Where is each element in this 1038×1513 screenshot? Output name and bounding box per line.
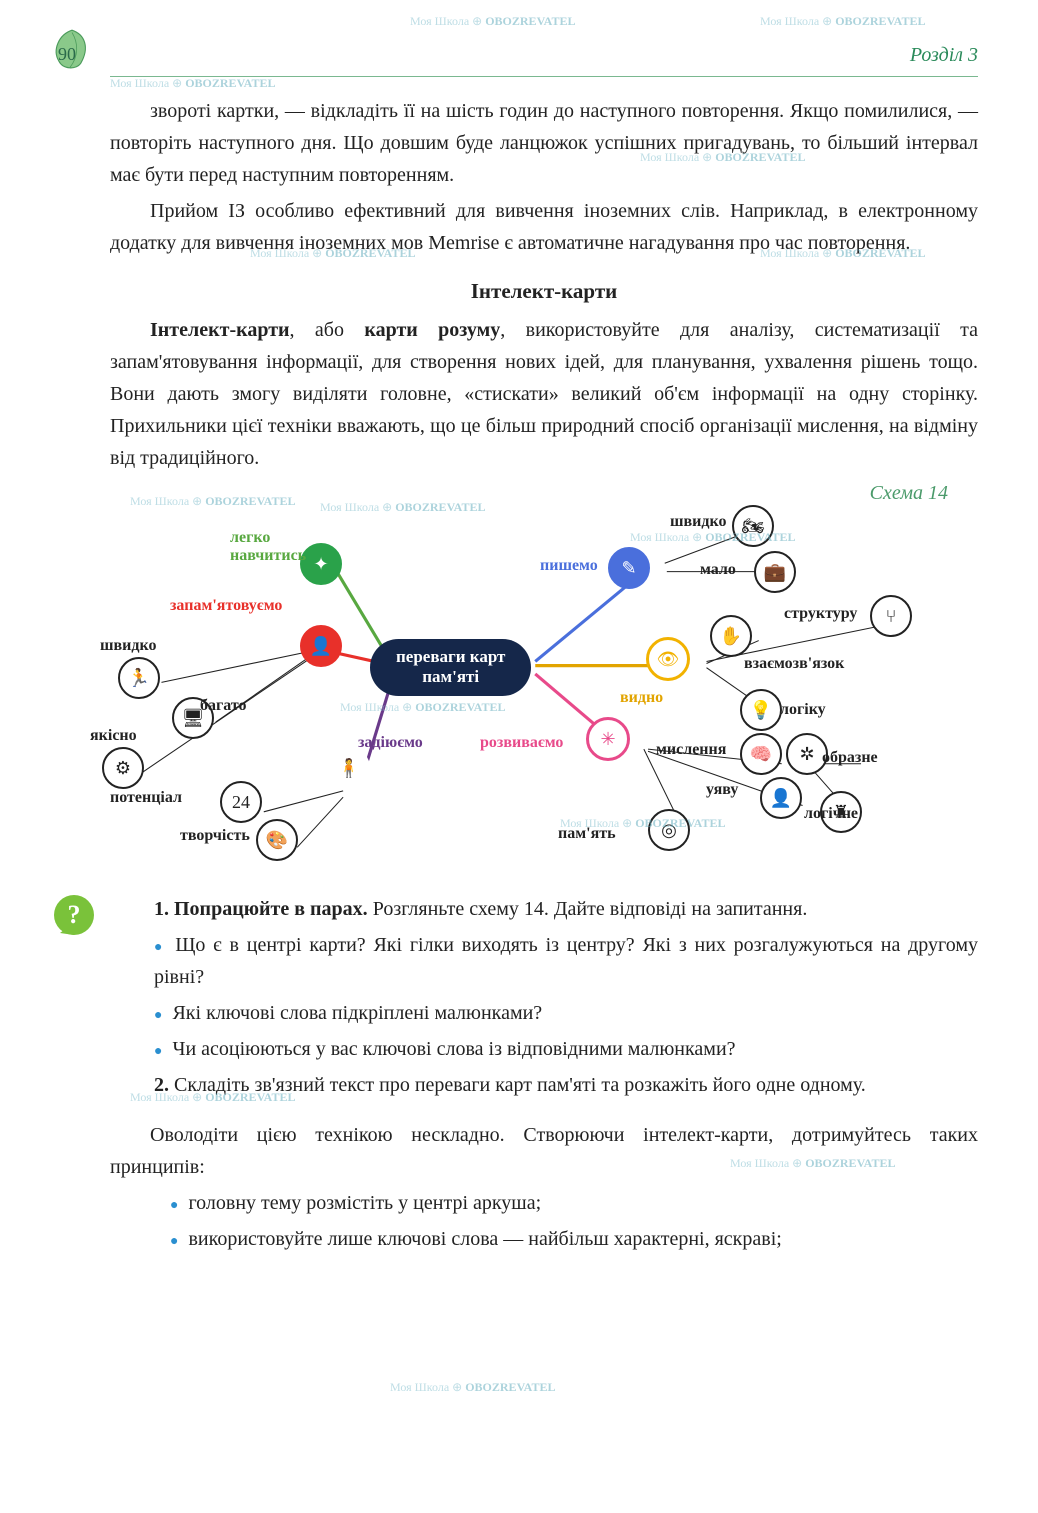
p3-bold-2: карти розуму — [364, 319, 500, 341]
footer-bullet-1: головну тему розмістіть у центрі аркуша; — [194, 1187, 978, 1219]
mm-node-easy_learn: легконавчитись — [230, 529, 306, 565]
mm-icon-bike: 🏍 — [732, 505, 774, 547]
tasks-block: ? 1. Попрацюйте в парах. Розгляньте схем… — [110, 893, 978, 1101]
footer-bullet-2: використовуйте лише ключові слова — найб… — [194, 1223, 978, 1255]
mm-node-creativity: творчість — [180, 827, 250, 845]
mm-node-many: багато — [200, 697, 247, 715]
mm-icon-flower: ✳ — [586, 717, 630, 761]
mm-icon-time: 24 — [220, 781, 262, 823]
scheme-label: Схема 14 — [110, 482, 948, 505]
task-bullet-3: Чи асоціюються у вас ключові слова із ві… — [154, 1033, 978, 1065]
paragraph-3: Інтелект-карти, або карти розуму, викори… — [110, 314, 978, 474]
mm-node-visible: видно — [620, 689, 663, 707]
task-1: 1. Попрацюйте в парах. Розгляньте схему … — [110, 893, 978, 925]
svg-text:?: ? — [68, 900, 81, 929]
mm-node-figurative: образне — [822, 749, 878, 767]
mindmap-diagram: 📈✦👤🏃🖥⚙🧍24🎨✳✎🏍💼👁⑂✋💡◎🧠✲👤♜ переваги картпам… — [80, 509, 978, 879]
mm-node-fast_r: швидко — [670, 513, 726, 531]
mm-node-thinking: мислення — [656, 741, 726, 759]
page: 90 Розділ 3 звороті картки, — відкладіть… — [0, 0, 1038, 1319]
mm-icon-brain: 🧠 — [740, 733, 782, 775]
mm-node-memory: пам'ять — [558, 825, 616, 843]
mm-icon-bag: 💼 — [754, 551, 796, 593]
mm-icon-pencil: ✎ — [608, 547, 650, 589]
footer-bullets: головну тему розмістіть у центрі аркуша;… — [110, 1187, 978, 1255]
mm-node-logic: логіку — [780, 701, 826, 719]
p3-bold-1: Інтелект-карти — [150, 319, 290, 341]
watermark: Моя Школа ⊕ OBOZREVATEL — [410, 14, 575, 29]
paragraph-1: звороті картки, — відкладіть її на шість… — [110, 95, 978, 191]
section-title: Інтелект-карти — [110, 279, 978, 304]
mm-node-little: мало — [700, 561, 736, 579]
mm-node-logical: логічне — [804, 805, 858, 823]
mm-icon-green: ✦ — [300, 543, 342, 585]
question-icon: ? — [50, 893, 98, 946]
mm-node-develop: розвиваємо — [480, 734, 563, 752]
mm-icon-gear_l: ⚙ — [102, 747, 144, 789]
header-rule — [110, 76, 978, 77]
mm-node-structure: структуру — [784, 605, 857, 623]
mm-icon-person: 🧍 — [328, 747, 370, 789]
paragraph-2: Прийом ІЗ особливо ефективний для вивчен… — [110, 195, 978, 259]
mm-icon-person2: 👤 — [760, 777, 802, 819]
task-bullet-1: Що є в центрі карти? Які гілки виходять … — [154, 929, 978, 993]
watermark: Моя Школа ⊕ OBOZREVATEL — [110, 76, 275, 91]
mm-icon-hand: ✋ — [710, 615, 752, 657]
chapter-label: Розділ 3 — [910, 44, 978, 67]
mm-icon-palette: 🎨 — [256, 819, 298, 861]
mm-icon-eye: 👁 — [646, 637, 690, 681]
mm-node-fast_l: швидко — [100, 637, 156, 655]
mm-node-potential: потенціал — [110, 789, 182, 807]
mindmap-center-node: переваги картпам'яті — [370, 639, 531, 696]
mm-node-write: пишемо — [540, 557, 598, 575]
mm-icon-run: 🏃 — [118, 657, 160, 699]
mm-node-involve: задіюємо — [358, 734, 423, 752]
mm-node-quality: якісно — [90, 727, 137, 745]
mm-icon-head: 👤 — [300, 625, 342, 667]
footer-p1: Оволодіти цією технікою нескладно. Створ… — [110, 1119, 978, 1183]
mm-icon-target: ◎ — [648, 809, 690, 851]
page-number: 90 — [58, 44, 76, 65]
mm-node-imagine: уяву — [706, 781, 738, 799]
watermark: Моя Школа ⊕ OBOZREVATEL — [390, 1380, 555, 1395]
mm-icon-bulb: 💡 — [740, 689, 782, 731]
watermark: Моя Школа ⊕ OBOZREVATEL — [760, 14, 925, 29]
mm-node-relation: взаємозв'язок — [744, 655, 844, 673]
mm-icon-branch: ⑂ — [870, 595, 912, 637]
task-2: 2. Складіть зв'язний текст про переваги … — [110, 1069, 978, 1101]
mm-node-remember: запам'ятовуємо — [170, 597, 282, 615]
task-bullet-2: Які ключові слова підкріплені малюнками? — [154, 997, 978, 1029]
